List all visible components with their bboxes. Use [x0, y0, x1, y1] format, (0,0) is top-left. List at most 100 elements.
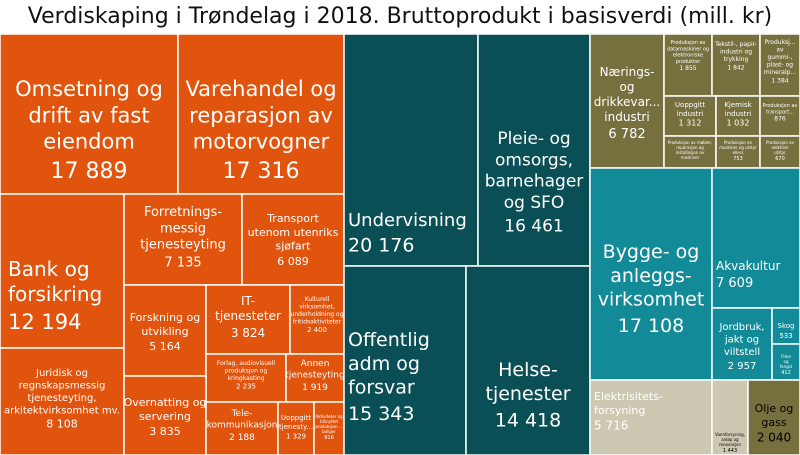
tile-label-bank: Bank og forsikring — [8, 257, 102, 306]
tile-value-skog: 533 — [779, 332, 792, 340]
tile-varehandel: Varehandel og reparasjon av motorvogner 17 … — [177, 34, 345, 195]
tile-value-datamaskiner: 1 855 — [679, 65, 696, 72]
tile-value-omsetning: 17 889 — [51, 159, 128, 184]
tile-rect-vann — [711, 379, 749, 455]
tile-label-jordbruk: Jordbruk, jakt og viltstell — [718, 322, 764, 358]
tile-value-uoppgitt_ind: 1 312 — [679, 119, 702, 128]
tile-offentlig: Offentlig adm og forsvar 15 343 — [343, 265, 467, 455]
tile-value-akvakultur: 7 609 — [716, 276, 753, 291]
tile-label-helse: Helse-tjenester — [486, 359, 571, 405]
tile-label-forskning: Forskning og utvikling — [130, 311, 200, 338]
tile-rect-naering — [589, 34, 665, 169]
tile-forretning: Forretnings-messig tjenesteyting 7 135 — [123, 193, 243, 286]
tile-forskning: Forskning og utvikling 5 164 — [123, 284, 207, 377]
tile-jordbruk: Jordbruk, jakt og viltstell 2 957 — [711, 307, 773, 381]
tile-value-arenaer: 916 — [324, 435, 334, 441]
tile-overnatting: Overnatting og servering 3 835 — [123, 375, 207, 455]
tile-datamaskiner: Produksjon av datamaskiner og elektroniske… — [663, 34, 713, 97]
tile-label-datamaskiner: Produksjon av datamaskiner og elektroniske… — [667, 40, 709, 65]
tile-label-undervisning: Undervisning — [348, 210, 467, 231]
tile-rect-olje — [747, 379, 800, 455]
tile-label-overnatting: Overnatting og servering — [124, 396, 207, 423]
tile-rect-annen_tj — [285, 353, 345, 403]
tile-kulturell: Kulturell virksomhet, underholdning og frit… — [289, 284, 345, 355]
tile-value-bygge: 17 108 — [618, 315, 684, 337]
tile-value-naering: 6 782 — [608, 127, 645, 142]
tile-arenaer: Aktiviteter og tilknyttet produksjon ... bo… — [313, 401, 345, 455]
tile-value-helse: 14 418 — [495, 409, 561, 431]
tile-rect-helse — [465, 265, 591, 455]
tile-value-annen_tj: 1 919 — [302, 383, 328, 393]
tile-forlag: Forlag, audiovisuell produksjon og kringka… — [205, 353, 287, 403]
tile-label-uoppgitt_tj: Uoppgitt tjenesty... — [279, 414, 313, 431]
tile-annen_tj: Annen tjenesteyting 1 919 — [285, 353, 345, 403]
tile-rect-undervisning — [343, 34, 479, 267]
tile-value-forlag: 2 235 — [236, 383, 256, 391]
tile-label-kulturell: Kulturell virksomhet, underholdning og frit… — [291, 296, 344, 326]
tile-label-tekstil: Tekstil-, papir-industri og trykking — [714, 41, 757, 63]
tile-value-olje: 2 040 — [757, 430, 791, 444]
tile-value-elektrisitet: 5 716 — [594, 418, 628, 432]
tile-value-kulturell: 2 400 — [307, 326, 327, 334]
tile-value-tekstil: 1 842 — [727, 64, 744, 71]
tile-label-pleie: Pleie- og omsorgs, barnehager og SFO — [485, 129, 584, 213]
tile-label-it: IT-tjenesteter — [215, 294, 281, 323]
tile-label-forretning: Forretnings-messig tjenesteyting — [140, 205, 226, 253]
tile-value-gummi: 1 384 — [771, 77, 788, 84]
tile-label-fiske: Fiske og fangst — [780, 354, 793, 369]
tile-uoppgitt_tj: Uoppgitt tjenesty... 1 329 — [277, 401, 315, 455]
tile-label-gummi: Produksj... av gummi-, plast- og mineralp... — [764, 39, 796, 76]
tile-telekom: Tele-kommunikasjon 2 188 — [205, 401, 279, 455]
tile-transport_utenom: Transport utenom utenriks sjøfart 6 089 — [241, 193, 345, 286]
tile-value-transport_utenom: 6 089 — [277, 255, 309, 268]
tile-value-maskiner: 753 — [733, 156, 743, 162]
tile-value-bank: 12 194 — [8, 310, 81, 334]
tile-label-elektrisk: Produksjon av elektrisk utstyr — [766, 140, 795, 155]
tile-value-kjemisk: 1 032 — [727, 119, 750, 128]
tile-transportmidler: Produksjon av transport...876 — [759, 95, 800, 137]
tile-bank: Bank og forsikring 12 194 — [0, 193, 125, 349]
tile-gummi: Produksj... av gummi-, plast- og mineralp...… — [759, 34, 800, 97]
tile-label-olje: Olje og gass — [755, 402, 794, 429]
tile-value-vann: 1 443 — [723, 448, 737, 454]
tile-rect-arenaer — [313, 401, 345, 455]
tile-mobler: Produksjon av møbler, reparasjon og instal… — [663, 135, 717, 169]
tile-naering: Nærings-og drikkevar... industri 6 782 — [589, 34, 665, 169]
tile-it: IT-tjenesteter 3 824 — [205, 284, 291, 355]
tile-value-forretning: 7 135 — [164, 256, 201, 271]
tile-pleie: Pleie- og omsorgs, barnehager og SFO 16 461 — [477, 34, 591, 267]
tile-value-pleie: 16 461 — [504, 217, 563, 237]
tile-rect-bygge — [589, 167, 713, 381]
tile-rect-varehandel — [177, 34, 345, 195]
tile-value-forskning: 5 164 — [149, 340, 181, 353]
tile-label-offentlig: Offentlig adm og forsvar — [348, 329, 430, 399]
tile-label-juridisk: Juridisk og regnskapsmessig tjenesteyting,… — [4, 368, 120, 417]
tile-value-fiske: 412 — [781, 370, 791, 376]
tile-label-skog: Skog — [778, 322, 795, 330]
tile-rect-telekom — [205, 401, 279, 455]
tile-bygge: Bygge- og anleggs-virksomhet 17 108 — [589, 167, 713, 381]
tile-value-varehandel: 17 316 — [223, 159, 300, 184]
tile-label-forlag: Forlag, audiovisuell produksjon og kringka… — [217, 360, 275, 382]
tile-label-kjemisk: Kjemisk industri — [724, 101, 752, 118]
tile-helse: Helse-tjenester 14 418 — [465, 265, 591, 455]
tile-akvakultur: Akvakultur 7 609 — [711, 167, 800, 309]
tile-label-transport_utenom: Transport utenom utenriks sjøfart — [248, 212, 339, 253]
tile-rect-bank — [0, 193, 125, 349]
tile-value-elektrisk: 670 — [775, 156, 785, 162]
tile-value-jordbruk: 2 957 — [728, 361, 757, 372]
tile-label-bygge: Bygge- og anleggs-virksomhet — [598, 241, 705, 311]
chart-title: Verdiskaping i Trøndelag i 2018. Bruttop… — [27, 4, 773, 29]
tile-value-transportmidler: 876 — [774, 115, 786, 122]
tile-undervisning: Undervisning 20 176 — [343, 34, 479, 267]
tile-juridisk: Juridisk og regnskapsmessig tjenesteyting,… — [0, 347, 125, 455]
tile-value-offentlig: 15 343 — [348, 403, 414, 425]
tile-rect-skog — [771, 307, 800, 345]
